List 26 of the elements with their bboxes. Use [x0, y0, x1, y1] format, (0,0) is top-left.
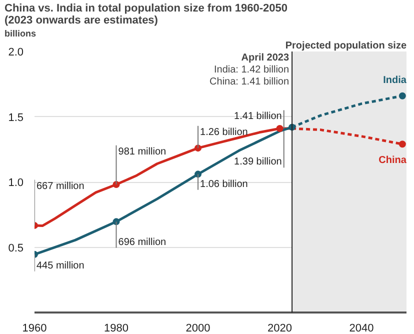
y-tick-label: 1.5 [8, 112, 24, 124]
annotation: 1.41 billion [234, 111, 282, 122]
annotation: 667 million [36, 180, 84, 192]
y-tick-label: 1.0 [8, 177, 24, 189]
annotation: 1.06 billion [200, 178, 248, 190]
x-tick-label: 1980 [104, 322, 129, 334]
annotation: 1.26 billion [200, 126, 248, 138]
y-tick-label: 0.5 [8, 242, 24, 254]
series-label: India [383, 74, 407, 86]
annotation: 1.39 billion [234, 156, 282, 168]
chart-title: China vs. India in total population size from 1960-2050 (2023 onwards are estimates) [4, 2, 288, 26]
annotation: 445 million [36, 260, 84, 272]
ref-line-label: April 2023 India: 1.42 billion China: 1.41 billion [210, 52, 290, 88]
x-tick-label: 1960 [22, 322, 47, 334]
annotation: 696 million [118, 236, 166, 248]
series-label: China [378, 155, 407, 166]
y-tick-label: 2.0 [8, 46, 24, 58]
point [276, 125, 284, 132]
band-label: Projected population size [285, 40, 407, 52]
point [398, 92, 406, 100]
x-tick-label: 2000 [186, 322, 210, 334]
annotation: 981 million [118, 146, 166, 158]
x-tick-label: 2020 [268, 322, 292, 334]
y-axis-title: billions [4, 28, 36, 38]
point [398, 140, 406, 148]
x-tick-label: 2040 [349, 322, 374, 334]
